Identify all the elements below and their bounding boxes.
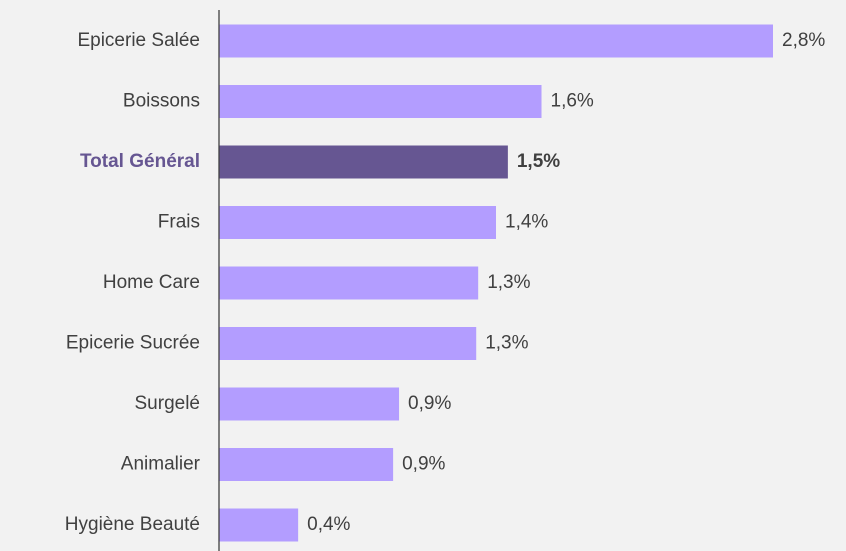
category-label: Hygiène Beauté — [65, 514, 200, 535]
category-label: Boissons — [123, 91, 200, 112]
value-label: 1,6% — [551, 91, 594, 112]
category-label: Home Care — [103, 272, 200, 293]
value-label: 1,3% — [487, 272, 530, 293]
category-label: Animalier — [121, 454, 201, 475]
value-label: 0,4% — [307, 514, 350, 535]
value-label: 2,8% — [782, 30, 825, 51]
bar — [219, 508, 299, 542]
bar — [219, 266, 479, 300]
category-label: Total Général — [80, 151, 200, 172]
bar — [219, 24, 773, 58]
value-label: 0,9% — [402, 454, 445, 475]
value-label: 1,3% — [485, 333, 528, 354]
value-label: 1,5% — [517, 151, 560, 172]
category-label: Epicerie Sucrée — [66, 333, 200, 354]
bar — [219, 85, 542, 118]
value-label: 0,9% — [408, 393, 451, 414]
bar — [219, 387, 400, 421]
category-label: Epicerie Salée — [77, 30, 200, 51]
category-label: Surgelé — [135, 393, 201, 414]
bar — [219, 327, 477, 360]
bar — [219, 448, 394, 481]
category-label: Frais — [158, 212, 200, 233]
bar — [219, 145, 508, 179]
value-label: 1,4% — [505, 212, 548, 233]
bar — [219, 206, 496, 239]
